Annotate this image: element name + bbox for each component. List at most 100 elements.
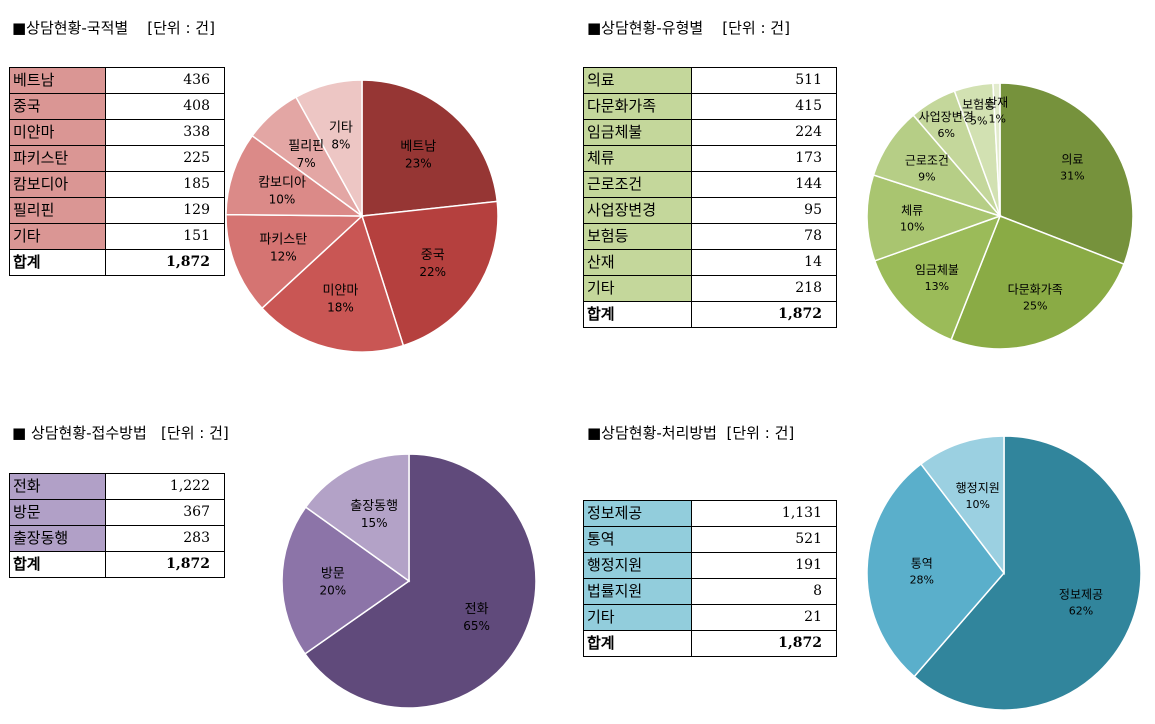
table-row: 산재 14	[583, 249, 837, 276]
slice-category-label: 파키스탄	[259, 232, 307, 247]
processing-table: 정보제공 1,131 통역 521 행정지원 191 법률지원 8 기타 21 합계 1,872	[583, 500, 837, 657]
value-cell: 151	[105, 223, 225, 250]
category-cell: 기타	[583, 604, 692, 631]
value-cell: 185	[105, 171, 225, 198]
slice-percent-label: 10%	[900, 220, 924, 233]
table-row: 베트남 436	[9, 67, 225, 94]
category-cell: 법률지원	[583, 578, 692, 605]
slice-category-label: 미얀마	[322, 284, 358, 299]
slice-category-label: 필리핀	[288, 139, 324, 154]
value-cell: 78	[691, 223, 837, 250]
category-cell: 기타	[583, 275, 692, 302]
slice-category-label: 방문	[321, 567, 345, 582]
slice-category-label: 사업장변경	[919, 110, 974, 124]
value-cell: 338	[105, 119, 225, 146]
value-cell: 225	[105, 145, 225, 172]
table-row: 방문 367	[9, 499, 225, 526]
table-row: 법률지원 8	[583, 578, 837, 605]
total-label: 합계	[583, 301, 692, 328]
value-cell: 511	[691, 67, 837, 94]
slice-category-label: 임금체불	[915, 263, 959, 277]
chart-title-type: ■상담현황-유형별 [단위 : 건]	[587, 19, 790, 37]
total-row: 합계 1,872	[583, 301, 837, 328]
pie-slice	[919, 435, 1005, 576]
total-label: 합계	[9, 551, 106, 578]
slice-category-label: 출장동행	[350, 498, 398, 514]
category-cell: 출장동행	[9, 525, 106, 552]
category-cell: 보험등	[583, 223, 692, 250]
pie-slice	[294, 79, 363, 219]
table-row: 다문화가족 415	[583, 93, 837, 120]
category-cell: 중국	[9, 93, 106, 120]
slice-category-label: 근로조건	[905, 153, 949, 167]
slice-percent-label: 7%	[297, 156, 316, 170]
table-row: 보험등 78	[583, 223, 837, 250]
slice-percent-label: 20%	[319, 584, 346, 598]
slice-percent-label: 10%	[965, 498, 989, 511]
table-row: 미얀마 338	[9, 119, 225, 146]
pie-slice	[260, 214, 405, 353]
intake-table: 전화 1,222 방문 367 출장동행 283 합계 1,872	[9, 473, 225, 578]
category-cell: 다문화가족	[583, 93, 692, 120]
category-cell: 캄보디아	[9, 171, 106, 198]
slice-category-label: 보험등	[962, 98, 995, 112]
value-cell: 367	[105, 499, 225, 526]
type-pie-chart: 의료 31% 다문화가족 25% 임금체불 13% 체류 10% 근로조건 9% 사업장변경 6% 보험…	[866, 82, 1134, 350]
total-value: 1,872	[691, 630, 837, 657]
slice-category-label: 통역	[911, 556, 933, 570]
chart-title-intake: ■ 상담현황-접수방법 [단위 : 건]	[12, 424, 229, 442]
slice-category-label: 체류	[901, 203, 923, 217]
intake-pie-chart: 전화 65% 방문 20% 출장동행 15%	[281, 453, 537, 709]
category-cell: 사업장변경	[583, 197, 692, 224]
pie-slice	[303, 453, 537, 709]
table-row: 임금체불 224	[583, 119, 837, 146]
total-label: 합계	[9, 249, 106, 276]
pie-slice	[992, 82, 1001, 217]
category-cell: 통역	[583, 526, 692, 553]
chart-title-nationality: ■상담현황-국적별 [단위 : 건]	[12, 19, 215, 37]
table-row: 중국 408	[9, 93, 225, 120]
value-cell: 191	[691, 552, 837, 579]
processing-pie-chart: 정보제공 62% 통역 28% 행정지원 10%	[866, 435, 1142, 711]
table-row: 근로조건 144	[583, 171, 837, 198]
category-cell: 전화	[9, 473, 106, 500]
table-row: 기타 218	[583, 275, 837, 302]
slice-percent-label: 62%	[1069, 605, 1093, 618]
total-value: 1,872	[105, 249, 225, 276]
value-cell: 95	[691, 197, 837, 224]
slice-percent-label: 10%	[269, 192, 296, 206]
pie-slice	[225, 134, 365, 217]
category-cell: 방문	[9, 499, 106, 526]
chart-title-processing: ■상담현황-처리방법 [단위 : 건]	[587, 424, 795, 442]
value-cell: 218	[691, 275, 837, 302]
slice-category-label: 중국	[421, 248, 445, 263]
pie-slice	[999, 82, 1134, 266]
value-cell: 144	[691, 171, 837, 198]
slice-category-label: 베트남	[400, 139, 436, 154]
slice-category-label: 산재	[986, 96, 1008, 110]
value-cell: 21	[691, 604, 837, 631]
total-row: 합계 1,872	[9, 551, 225, 578]
slice-percent-label: 31%	[1060, 169, 1084, 182]
slice-percent-label: 13%	[925, 280, 949, 293]
table-row: 행정지원 191	[583, 552, 837, 579]
nationality-pie-chart: 베트남 23% 중국 22% 미얀마 18% 파키스탄 12% 캄보디아 10% 필리핀 7% 기타 8%	[225, 79, 499, 353]
value-cell: 436	[105, 67, 225, 94]
slice-category-label: 기타	[329, 120, 353, 135]
value-cell: 173	[691, 145, 837, 172]
category-cell: 정보제공	[583, 500, 692, 527]
category-cell: 베트남	[9, 67, 106, 94]
slice-percent-label: 18%	[327, 301, 354, 315]
total-row: 합계 1,872	[9, 249, 225, 276]
category-cell: 미얀마	[9, 119, 106, 146]
pie-slice	[304, 453, 410, 583]
slice-percent-label: 8%	[331, 137, 350, 151]
value-cell: 415	[691, 93, 837, 120]
table-row: 캄보디아 185	[9, 171, 225, 198]
slice-category-label: 행정지원	[956, 480, 1000, 495]
table-row: 정보제공 1,131	[583, 500, 837, 527]
category-cell: 필리핀	[9, 197, 106, 224]
total-label: 합계	[583, 630, 692, 657]
pie-slice	[281, 506, 411, 655]
slice-percent-label: 15%	[361, 516, 388, 530]
